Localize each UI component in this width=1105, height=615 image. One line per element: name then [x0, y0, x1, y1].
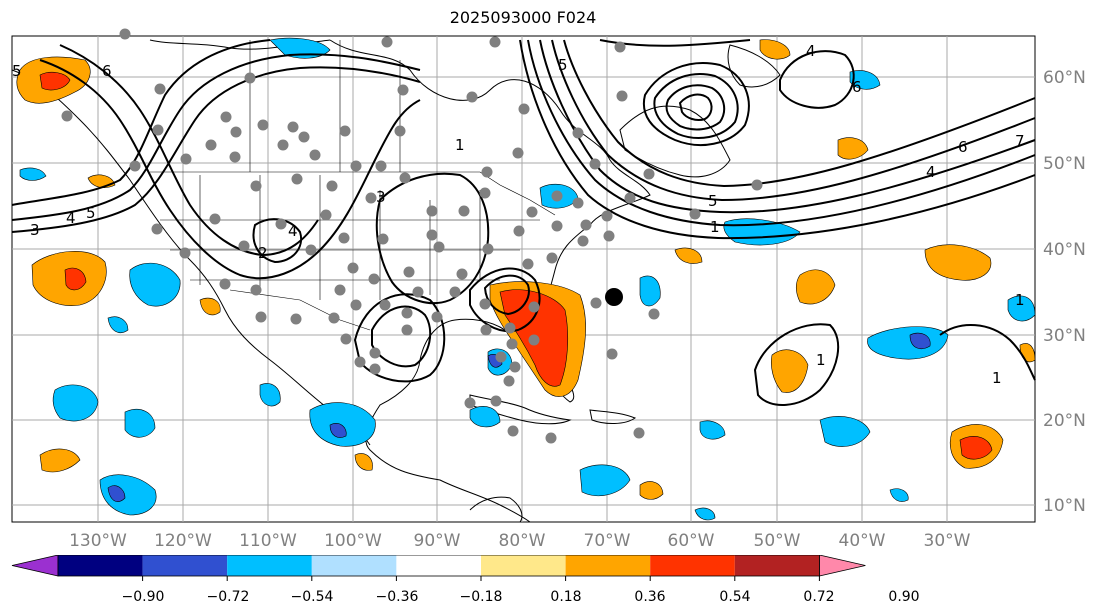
contour-lines — [11, 39, 1036, 407]
colorbar-tick-label: −0.18 — [460, 589, 503, 605]
colorbar-tick-label: 0.36 — [634, 589, 665, 605]
lat-label: 40°N — [1043, 240, 1086, 260]
lat-label: 30°N — [1043, 326, 1086, 346]
lat-label: 20°N — [1043, 411, 1086, 431]
contour-label: 6 — [102, 62, 112, 80]
longitude-labels: 130°W 120°W 110°W 100°W 90°W 80°W 70°W 6… — [69, 531, 971, 551]
colorbar-segment — [311, 555, 397, 576]
colorbar-segment — [396, 555, 481, 576]
contour-label: 7 — [1015, 132, 1025, 150]
contour-label: 3 — [376, 188, 386, 206]
lon-label: 30°W — [924, 531, 971, 551]
contour-label: 4 — [66, 209, 76, 227]
lon-label: 70°W — [584, 531, 631, 551]
colorbar-segment — [142, 555, 228, 576]
colorbar-segment — [58, 555, 143, 576]
lon-label: 110°W — [239, 531, 297, 551]
contour-label: 4 — [806, 42, 816, 60]
contour-label: 4 — [926, 163, 936, 181]
contour-label: 2 — [258, 244, 268, 262]
lon-label: 100°W — [324, 531, 382, 551]
colorbar-tick-label: −0.72 — [207, 589, 250, 605]
contour-label: 1 — [1015, 291, 1025, 309]
colorbar-tick-label: −0.54 — [291, 589, 334, 605]
lat-label: 10°N — [1043, 496, 1086, 516]
lon-label: 60°W — [668, 531, 715, 551]
contour-label: 5 — [86, 204, 96, 222]
contour-label: 5 — [558, 56, 568, 74]
colorbar-segments — [11, 555, 866, 577]
colorbar-tick-label: 0.18 — [550, 589, 581, 605]
colorbar-tick-label: 0.54 — [719, 589, 750, 605]
colorbar-tick-label: 0.72 — [803, 589, 834, 605]
contour-label: 6 — [852, 78, 862, 96]
storm-center-marker — [605, 288, 623, 306]
colorbar-extend-high — [819, 555, 866, 577]
lon-label: 50°W — [754, 531, 801, 551]
colorbar: −0.90 −0.72 −0.54 −0.36 −0.18 0.18 0.36 … — [11, 555, 920, 605]
latitude-labels: 60°N 50°N 40°N 30°N 20°N 10°N — [1043, 68, 1086, 516]
contour-label: 1 — [455, 136, 465, 154]
map-title: 2025093000 F024 — [449, 8, 597, 27]
contour-label: 5 — [708, 192, 718, 210]
contour-label: 1 — [816, 351, 826, 369]
colorbar-segment — [650, 555, 735, 576]
lon-label: 130°W — [69, 531, 127, 551]
contour-label-group: 4 5 6 3 4 5 3 2 1 5 4 1 5 6 7 1 1 1 4 6 — [12, 42, 1025, 387]
colorbar-tick-labels: −0.90 −0.72 −0.54 −0.36 −0.18 0.18 0.36 … — [122, 589, 920, 605]
colorbar-ticks — [142, 576, 820, 581]
lat-label: 60°N — [1043, 68, 1086, 88]
contour-label: 6 — [958, 138, 968, 156]
colorbar-segment — [481, 555, 566, 576]
colorbar-segment — [227, 555, 312, 576]
observation-dots — [61, 28, 763, 444]
colorbar-tick-label: 0.90 — [888, 589, 919, 605]
lon-label: 90°W — [414, 531, 461, 551]
contour-label: 1 — [992, 369, 1002, 387]
lat-label: 50°N — [1043, 154, 1086, 174]
contour-label: 5 — [12, 62, 22, 80]
colorbar-tick-label: −0.90 — [122, 589, 165, 605]
colorbar-outline — [57, 555, 820, 577]
lon-label: 120°W — [154, 531, 212, 551]
contour-label: 3 — [30, 221, 40, 239]
colorbar-segment — [565, 555, 651, 576]
lon-label: 40°W — [839, 531, 886, 551]
colorbar-segment — [734, 555, 820, 576]
colorbar-tick-label: −0.36 — [376, 589, 419, 605]
negative-shading — [19, 37, 1036, 521]
contour-label: 1 — [710, 218, 720, 236]
colorbar-extend-low — [11, 555, 59, 577]
map-plot: 4 5 6 3 4 5 3 2 1 5 4 1 5 6 7 1 1 1 4 6 — [11, 28, 1086, 551]
lon-label: 80°W — [499, 531, 546, 551]
contour-label: 4 — [288, 222, 298, 240]
